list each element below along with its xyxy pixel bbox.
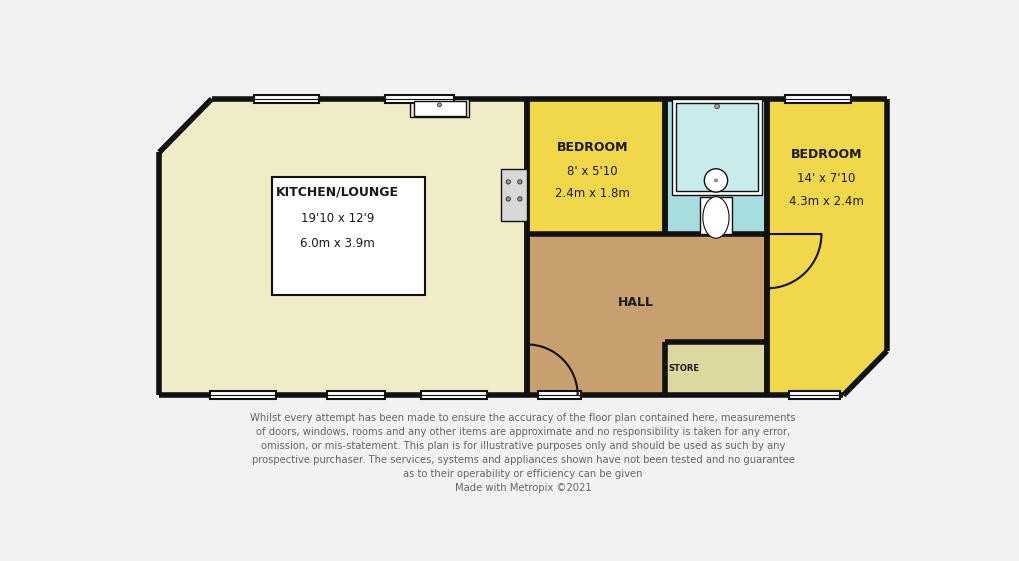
Polygon shape bbox=[664, 342, 766, 396]
Bar bbox=[254, 95, 319, 103]
Polygon shape bbox=[159, 99, 526, 396]
Circle shape bbox=[704, 169, 727, 192]
Bar bbox=[785, 95, 850, 103]
Text: 19'10 x 12'9: 19'10 x 12'9 bbox=[301, 213, 374, 226]
Bar bbox=[384, 95, 453, 103]
Circle shape bbox=[505, 197, 510, 201]
Bar bbox=[537, 392, 581, 399]
Text: 6.0m x 3.9m: 6.0m x 3.9m bbox=[300, 237, 375, 250]
Text: KITCHEN/LOUNGE: KITCHEN/LOUNGE bbox=[276, 185, 398, 198]
Text: BEDROOM: BEDROOM bbox=[790, 148, 861, 161]
Text: HALL: HALL bbox=[618, 296, 653, 309]
Bar bbox=[272, 177, 425, 295]
Polygon shape bbox=[664, 99, 766, 234]
Bar bbox=[699, 197, 732, 234]
Text: 4.3m x 2.4m: 4.3m x 2.4m bbox=[789, 195, 863, 208]
Bar bbox=[676, 103, 757, 191]
Circle shape bbox=[714, 104, 718, 109]
Bar bbox=[421, 392, 486, 399]
Bar bbox=[210, 392, 275, 399]
Bar bbox=[410, 99, 468, 117]
Text: 8' x 5'10: 8' x 5'10 bbox=[567, 165, 616, 178]
Circle shape bbox=[518, 180, 522, 184]
Bar bbox=[500, 169, 526, 221]
Circle shape bbox=[713, 179, 716, 182]
Text: STORE: STORE bbox=[668, 364, 699, 373]
Circle shape bbox=[518, 197, 522, 201]
Bar bbox=[672, 99, 761, 195]
Polygon shape bbox=[526, 234, 766, 396]
Polygon shape bbox=[526, 99, 664, 234]
Text: 14' x 7'10: 14' x 7'10 bbox=[797, 172, 855, 186]
Bar bbox=[788, 392, 839, 399]
Circle shape bbox=[437, 103, 441, 107]
Bar bbox=[414, 101, 466, 116]
Ellipse shape bbox=[702, 197, 729, 238]
Text: BEDROOM: BEDROOM bbox=[556, 141, 628, 154]
Circle shape bbox=[505, 180, 510, 184]
Polygon shape bbox=[766, 99, 887, 396]
Text: 2.4m x 1.8m: 2.4m x 1.8m bbox=[554, 187, 629, 200]
Bar bbox=[326, 392, 384, 399]
Text: Whilst every attempt has been made to ensure the accuracy of the floor plan cont: Whilst every attempt has been made to en… bbox=[250, 413, 795, 493]
